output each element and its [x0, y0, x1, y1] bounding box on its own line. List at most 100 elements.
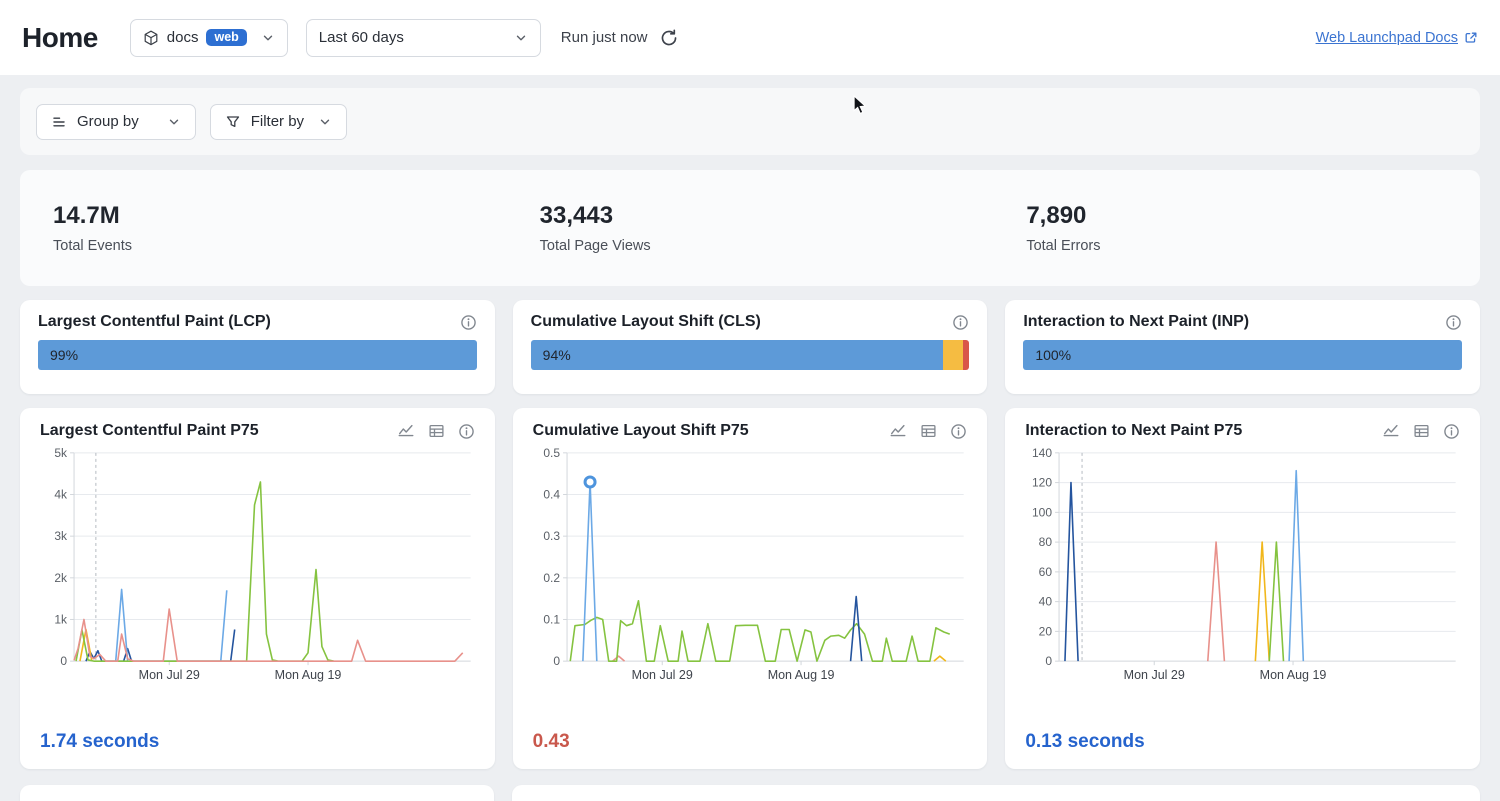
svg-text:20: 20 [1039, 624, 1053, 638]
lcp-score-label: 99% [50, 347, 78, 363]
chart-title: Cumulative Layout Shift P75 [533, 422, 890, 440]
stat-value: 14.7M [53, 202, 507, 230]
stat-total-page-views: 33,443 Total Page Views [507, 202, 994, 254]
svg-text:60: 60 [1039, 565, 1053, 579]
inp-score-label: 100% [1035, 347, 1071, 363]
info-icon[interactable] [1443, 423, 1460, 440]
svg-text:0.4: 0.4 [543, 487, 560, 501]
svg-text:Mon Jul 29: Mon Jul 29 [139, 668, 200, 682]
line-chart-icon[interactable] [1382, 423, 1400, 439]
web-launchpad-docs-link[interactable]: Web Launchpad Docs [1316, 30, 1478, 46]
table-icon[interactable] [1413, 423, 1430, 439]
filter-by-icon [225, 114, 241, 130]
refresh-icon[interactable] [660, 29, 678, 47]
page-body: Group by Filter by 14.7M Total Events 33… [0, 88, 1500, 801]
partial-card [512, 785, 1480, 801]
svg-text:1k: 1k [54, 612, 68, 626]
date-range-selector[interactable]: Last 60 days [306, 19, 541, 57]
docs-link-label: Web Launchpad Docs [1316, 30, 1458, 46]
chart-card-inp-p75: Interaction to Next Paint P75 0204060801… [1005, 408, 1480, 769]
vital-title: Largest Contentful Paint (LCP) [38, 313, 271, 331]
stats-panel: 14.7M Total Events 33,443 Total Page Vie… [20, 170, 1480, 286]
vital-title: Cumulative Layout Shift (CLS) [531, 313, 761, 331]
svg-text:0.1: 0.1 [543, 612, 560, 626]
stat-total-errors: 7,890 Total Errors [993, 202, 1480, 254]
score-segment-good [38, 340, 477, 370]
vital-card-cls: Cumulative Layout Shift (CLS) 94% [513, 300, 988, 394]
run-status-text: Run just now [561, 29, 648, 46]
chevron-down-icon [514, 31, 528, 45]
svg-text:3k: 3k [54, 529, 68, 543]
external-link-icon [1464, 31, 1478, 45]
svg-text:Mon Aug 19: Mon Aug 19 [767, 668, 834, 682]
svg-text:2k: 2k [54, 571, 68, 585]
vital-card-inp: Interaction to Next Paint (INP) 100% [1005, 300, 1480, 394]
filter-by-button[interactable]: Filter by [210, 104, 347, 140]
cls-score-bar[interactable]: 94% [531, 340, 970, 370]
group-by-button[interactable]: Group by [36, 104, 196, 140]
line-chart-icon[interactable] [397, 423, 415, 439]
next-row-partial [20, 785, 1480, 801]
lcp-p75-chart[interactable]: 0 1k 2k 3k 4k 5k Mon Jul 29 Mon Aug 19 [40, 444, 475, 686]
svg-text:0: 0 [60, 654, 67, 668]
stat-total-events: 14.7M Total Events [20, 202, 507, 254]
chart-card-lcp-p75: Largest Contentful Paint P75 0 1k 2k 3k 4k 5k… [20, 408, 495, 769]
svg-text:Mon Jul 29: Mon Jul 29 [631, 668, 692, 682]
vitals-score-row: Largest Contentful Paint (LCP) 99% Cumul… [20, 300, 1480, 394]
info-icon[interactable] [952, 314, 969, 331]
svg-text:Mon Aug 19: Mon Aug 19 [275, 668, 342, 682]
stat-label: Total Page Views [540, 238, 994, 254]
score-segment-poor [963, 340, 969, 370]
filter-by-label: Filter by [251, 113, 304, 130]
svg-text:40: 40 [1039, 595, 1053, 609]
date-range-value: Last 60 days [319, 29, 404, 46]
svg-text:0.2: 0.2 [543, 571, 560, 585]
vital-card-lcp: Largest Contentful Paint (LCP) 99% [20, 300, 495, 394]
stat-value: 33,443 [540, 202, 994, 230]
info-icon[interactable] [460, 314, 477, 331]
inp-score-bar[interactable]: 100% [1023, 340, 1462, 370]
project-selector[interactable]: docs web [130, 19, 288, 57]
filter-panel: Group by Filter by [20, 88, 1480, 155]
lcp-score-bar[interactable]: 99% [38, 340, 477, 370]
svg-text:5k: 5k [54, 446, 68, 460]
score-segment-good [1023, 340, 1462, 370]
group-by-icon [51, 114, 67, 130]
svg-text:100: 100 [1032, 505, 1052, 519]
svg-text:Mon Jul 29: Mon Jul 29 [1124, 668, 1185, 682]
chart-card-cls-p75: Cumulative Layout Shift P75 0 0.1 0.2 0.3 0.… [513, 408, 988, 769]
cls-p75-value: 0.43 [533, 731, 968, 753]
stat-label: Total Events [53, 238, 507, 254]
top-header: Home docs web Last 60 days Run just now [0, 0, 1500, 75]
score-segment-good [531, 340, 943, 370]
inp-p75-value: 0.13 seconds [1025, 731, 1460, 753]
stat-label: Total Errors [1026, 238, 1480, 254]
chevron-down-icon [261, 31, 275, 45]
chart-title: Interaction to Next Paint P75 [1025, 422, 1382, 440]
project-cube-icon [143, 30, 159, 46]
svg-text:120: 120 [1032, 476, 1052, 490]
line-chart-icon[interactable] [889, 423, 907, 439]
score-segment-needs-improvement [943, 340, 963, 370]
cls-p75-chart[interactable]: 0 0.1 0.2 0.3 0.4 0.5 Mon Jul 29 Mon Aug 19 [533, 444, 968, 686]
info-icon[interactable] [950, 423, 967, 440]
table-icon[interactable] [920, 423, 937, 439]
project-name: docs [167, 29, 199, 46]
info-icon[interactable] [1445, 314, 1462, 331]
charts-row: Largest Contentful Paint P75 0 1k 2k 3k 4k 5k… [20, 408, 1480, 769]
stat-value: 7,890 [1026, 202, 1480, 230]
partial-card [20, 785, 494, 801]
vital-title: Interaction to Next Paint (INP) [1023, 313, 1249, 331]
svg-text:Mon Aug 19: Mon Aug 19 [1260, 668, 1327, 682]
svg-text:4k: 4k [54, 487, 68, 501]
inp-p75-chart[interactable]: 020406080100120140Mon Jul 29Mon Aug 19 [1025, 444, 1460, 686]
platform-badge: web [206, 29, 246, 47]
svg-text:0.3: 0.3 [543, 529, 560, 543]
svg-text:0: 0 [553, 654, 560, 668]
svg-text:80: 80 [1039, 535, 1053, 549]
svg-text:0.5: 0.5 [543, 446, 560, 460]
chart-title: Largest Contentful Paint P75 [40, 422, 397, 440]
table-icon[interactable] [428, 423, 445, 439]
chevron-down-icon [167, 115, 181, 129]
info-icon[interactable] [458, 423, 475, 440]
